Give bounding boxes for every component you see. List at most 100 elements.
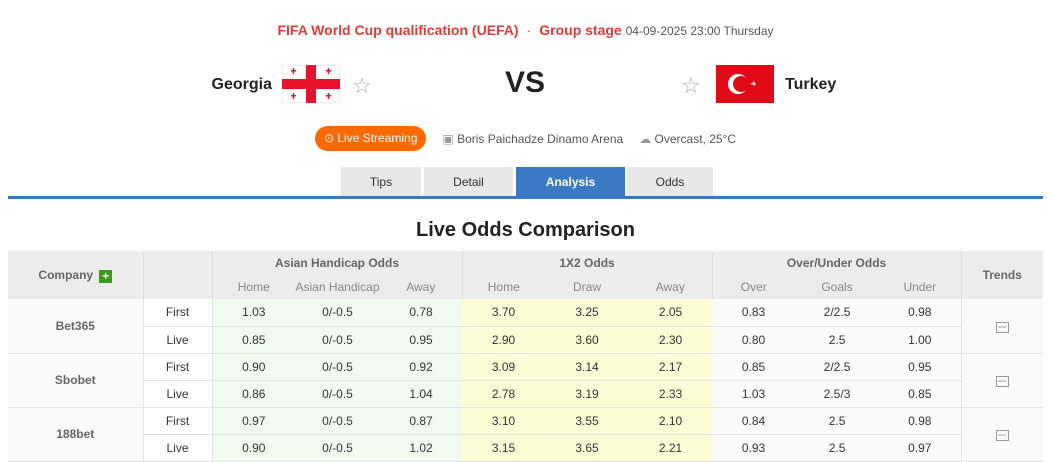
ou-odds-cell: 1.00 <box>879 326 962 354</box>
table-row: Live 0.90 0/-0.5 1.02 3.15 3.65 2.21 0.93 2.5 0.9… <box>8 434 1043 462</box>
ah-header: Asian Handicap Odds <box>211 251 463 275</box>
ah-odds-cell: 1.03 <box>212 299 295 327</box>
ah-odds-cell: 0.97 <box>212 407 295 435</box>
trend-chart-icon[interactable]: 〰 <box>995 430 1009 441</box>
x2-header: 1X2 Odds <box>461 251 713 275</box>
weather: ☁ Overcast, 25°C <box>639 132 736 146</box>
x2-odds-cell: 2.05 <box>629 299 713 327</box>
ah-odds-cell: 0/-0.5 <box>295 326 380 354</box>
x2-subheader: Draw <box>545 275 630 299</box>
ah-odds-cell: 0.86 <box>212 380 295 408</box>
stage-link[interactable]: Group stage <box>539 22 622 38</box>
ah-odds-cell: 0/-0.5 <box>295 299 380 327</box>
live-streaming-button[interactable]: ⊙ Live Streaming <box>314 126 427 151</box>
x2-odds-cell: 3.25 <box>545 299 630 327</box>
ou-odds-cell: 0.95 <box>879 353 962 381</box>
odds-type: Live <box>143 326 213 354</box>
ah-odds-cell: 0/-0.5 <box>295 380 380 408</box>
ou-odds-cell: 1.03 <box>712 380 796 408</box>
ou-odds-cell: 2.5/3 <box>795 380 880 408</box>
weather-text: Overcast, 25°C <box>654 131 737 146</box>
ou-subheader: Over <box>711 275 796 299</box>
cloud-icon: ☁ <box>639 131 652 146</box>
table-row: Sbobet First 0.90 0/-0.5 0.92 3.09 3.14 2.17 0.8… <box>8 353 1044 408</box>
x2-odds-cell: 3.60 <box>545 326 630 354</box>
x2-subheader: Home <box>461 275 546 299</box>
ou-odds-cell: 2.5 <box>795 407 880 435</box>
tab-odds[interactable]: Odds <box>627 167 713 197</box>
company-header: Company + <box>8 251 143 299</box>
ah-odds-cell: 1.04 <box>380 380 463 408</box>
ou-odds-cell: 0.80 <box>712 326 796 354</box>
add-company-icon[interactable]: + <box>99 269 113 283</box>
trends-header: Trends <box>960 251 1044 299</box>
table-row: 188bet First 0.97 0/-0.5 0.87 3.10 3.55 2.10 0.8… <box>8 407 1044 462</box>
tab-analysis[interactable]: Analysis <box>516 167 625 197</box>
odds-type: Live <box>143 380 213 408</box>
competition-link[interactable]: FIFA World Cup qualification (UEFA) <box>277 22 519 38</box>
x2-subheader: Away <box>629 275 713 299</box>
ou-odds-cell: 0.85 <box>879 380 962 408</box>
company-name[interactable]: Sbobet <box>8 353 144 408</box>
table-row: Live 0.85 0/-0.5 0.95 2.90 3.60 2.30 0.80 2.5 1.0… <box>8 326 1043 354</box>
favorite-home-star-icon[interactable]: ☆ <box>352 73 372 98</box>
company-name[interactable]: 188bet <box>8 407 144 462</box>
trend-chart-icon[interactable]: 〰 <box>995 376 1009 387</box>
odds-type: Live <box>143 434 213 462</box>
home-team-name[interactable]: Georgia <box>211 76 272 93</box>
ou-odds-cell: 0.84 <box>712 407 796 435</box>
ou-odds-cell: 0.98 <box>879 299 962 327</box>
ah-odds-cell: 0/-0.5 <box>295 434 380 462</box>
ah-odds-cell: 0.90 <box>212 353 295 381</box>
ah-odds-cell: 0.87 <box>380 407 463 435</box>
turkey-flag-icon <box>716 65 774 103</box>
tab-tips[interactable]: Tips <box>341 167 421 197</box>
x2-odds-cell: 2.33 <box>629 380 713 408</box>
tab-detail[interactable]: Detail <box>424 167 513 197</box>
stadium-icon: ▣ <box>442 131 454 146</box>
ou-odds-cell: 2.5 <box>795 326 880 354</box>
ah-odds-cell: 0.95 <box>380 326 463 354</box>
ah-subheader: Home <box>211 275 295 299</box>
odds-type: First <box>143 299 213 327</box>
ah-subheader: Asian Handicap <box>295 275 380 299</box>
x2-odds-cell: 3.55 <box>545 407 630 435</box>
live-streaming-label: Live Streaming <box>337 131 418 145</box>
company-name[interactable]: Bet365 <box>8 299 144 354</box>
ou-odds-cell: 2.5 <box>795 434 880 462</box>
trends-cell: 〰 <box>960 353 1044 408</box>
table-row: Live 0.86 0/-0.5 1.04 2.78 3.19 2.33 1.03 2.5/3 0… <box>8 380 1043 408</box>
trend-chart-icon[interactable]: 〰 <box>995 321 1009 333</box>
ou-odds-cell: 0.83 <box>712 299 796 327</box>
x2-odds-cell: 3.15 <box>462 434 546 462</box>
match-datetime: 04-09-2025 23:00 Thursday <box>625 24 774 38</box>
x2-odds-cell: 2.21 <box>629 434 713 462</box>
type-header <box>142 251 212 299</box>
away-team-name[interactable]: Turkey <box>785 76 837 93</box>
venue: ▣ Boris Paichadze Dinamo Arena <box>442 132 623 146</box>
ou-odds-cell: 0.93 <box>712 434 796 462</box>
ou-subheader: Goals <box>795 275 880 299</box>
odds-table: Company + Asian Handicap Odds 1X2 Odds Ov… <box>8 251 1044 462</box>
venue-name: Boris Paichadze Dinamo Arena <box>457 131 624 146</box>
x2-odds-cell: 3.19 <box>545 380 630 408</box>
match-header: FIFA World Cup qualification (UEFA) · Grou… <box>0 22 1051 38</box>
ah-odds-cell: 0.90 <box>212 434 295 462</box>
ah-odds-cell: 0.92 <box>380 353 463 381</box>
x2-odds-cell: 3.65 <box>545 434 630 462</box>
play-icon: ⊙ <box>323 131 338 145</box>
ou-odds-cell: 2/2.5 <box>795 299 880 327</box>
vs-label: VS <box>505 66 546 99</box>
x2-odds-cell: 2.90 <box>462 326 546 354</box>
x2-odds-cell: 2.78 <box>462 380 546 408</box>
ah-odds-cell: 0.85 <box>212 326 295 354</box>
match-info-row: ⊙ Live Streaming ▣ Boris Paichadze Dinam… <box>0 126 1051 151</box>
odds-type: First <box>143 407 213 435</box>
trends-cell: 〰 <box>960 407 1044 462</box>
x2-odds-cell: 2.30 <box>629 326 713 354</box>
ah-odds-cell: 0/-0.5 <box>295 407 380 435</box>
favorite-away-star-icon[interactable]: ☆ <box>681 73 701 98</box>
ou-odds-cell: 0.85 <box>712 353 796 381</box>
trends-cell: 〰 <box>960 299 1044 354</box>
x2-odds-cell: 2.10 <box>629 407 713 435</box>
